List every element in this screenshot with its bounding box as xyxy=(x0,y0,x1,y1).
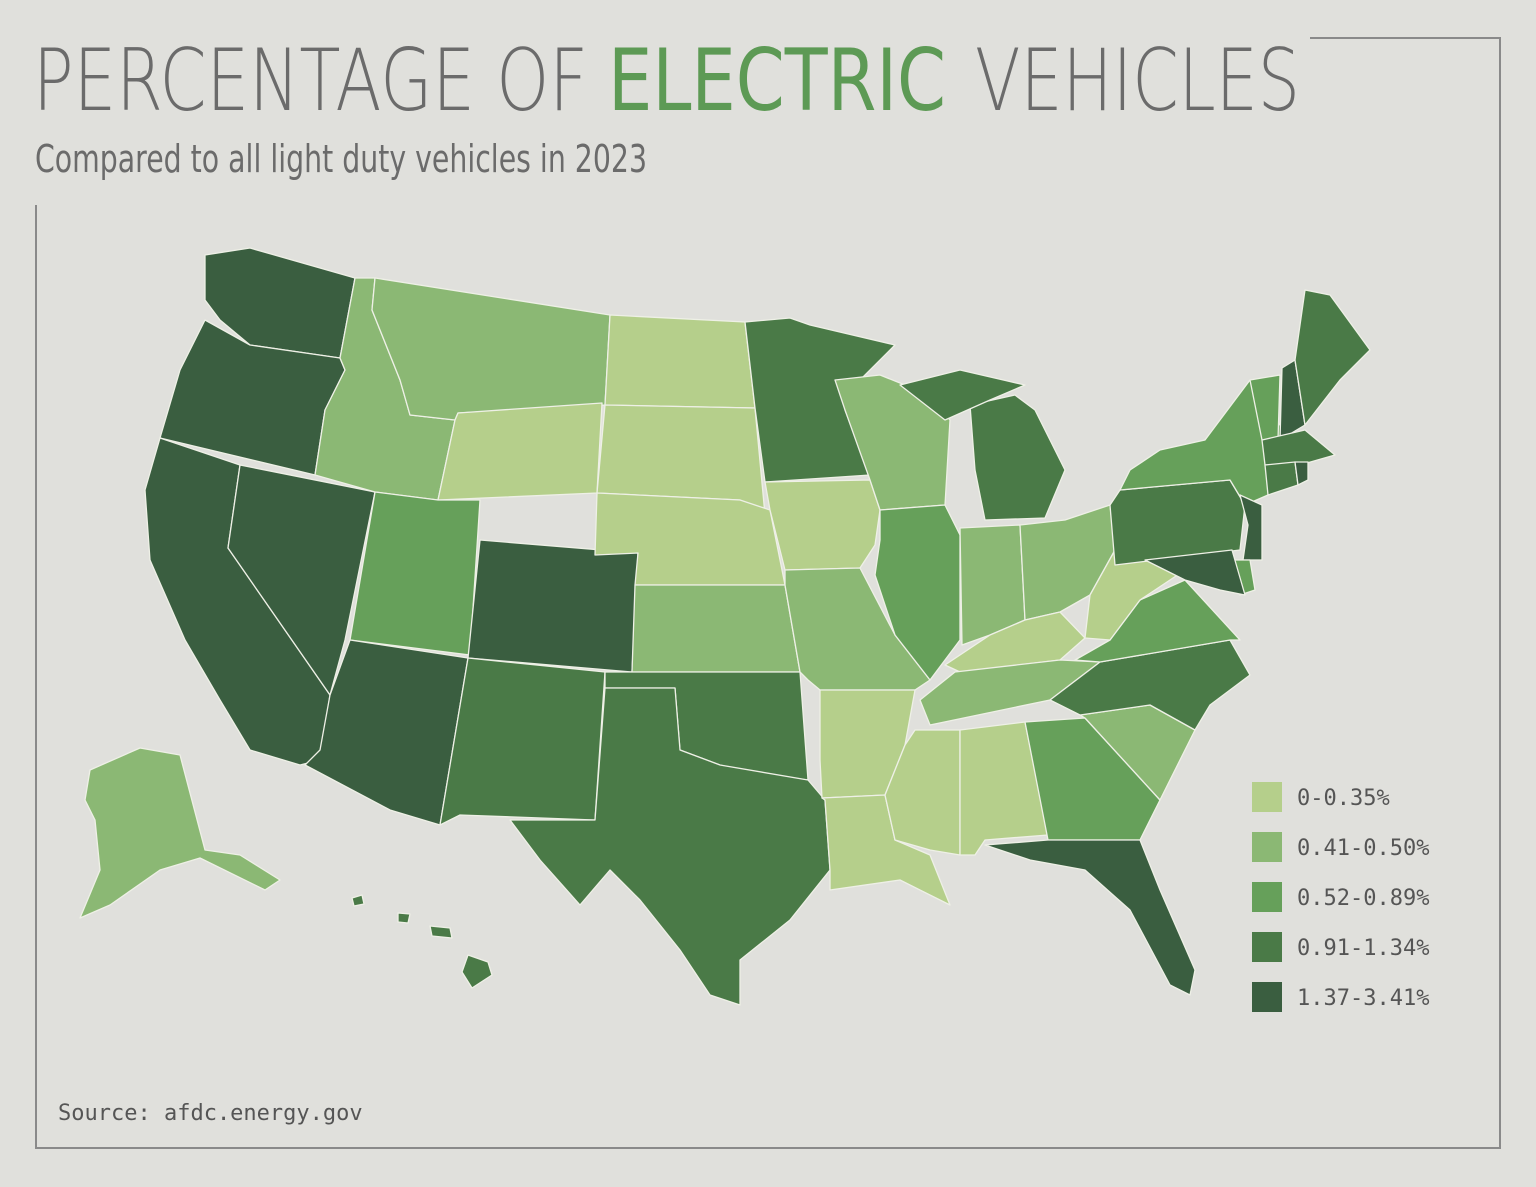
legend: 0-0.35% 0.41-0.50% 0.52-0.89% 0.91-1.34% 1.3… xyxy=(1252,782,1429,1012)
state xyxy=(764,479,881,571)
state xyxy=(439,657,606,826)
state xyxy=(429,925,453,939)
state xyxy=(467,539,639,673)
legend-swatch xyxy=(1252,782,1282,812)
state xyxy=(631,584,801,673)
state xyxy=(79,747,281,919)
state xyxy=(351,894,365,907)
title-highlight: ELECTRIC xyxy=(608,31,946,131)
title: PERCENTAGE OF xyxy=(33,31,588,131)
source: Source: afdc.energy.gov xyxy=(58,1101,363,1126)
state xyxy=(969,394,1066,521)
state xyxy=(899,369,1026,421)
subtitle: Compared to all light duty vehicles in 2… xyxy=(35,137,647,181)
state xyxy=(227,464,376,696)
state xyxy=(1144,549,1246,596)
state xyxy=(1261,429,1336,466)
frame xyxy=(35,37,1501,1149)
legend-label: 0.41-0.50% xyxy=(1297,836,1429,861)
legend-swatch xyxy=(1252,882,1282,912)
state xyxy=(1294,289,1371,426)
state xyxy=(461,954,493,989)
legend-swatch xyxy=(1252,932,1282,962)
state xyxy=(984,839,1196,996)
state xyxy=(397,912,411,924)
state xyxy=(437,402,603,501)
legend-label: 1.37-3.41% xyxy=(1297,986,1429,1011)
state xyxy=(874,504,961,681)
map xyxy=(79,247,1371,1006)
legend-label: 0-0.35% xyxy=(1297,786,1390,811)
state xyxy=(884,729,961,856)
legend-label: 0.91-1.34% xyxy=(1297,936,1429,961)
state xyxy=(1239,494,1263,561)
legend-swatch xyxy=(1252,982,1282,1012)
state xyxy=(349,491,481,656)
title: VEHICLES xyxy=(975,31,1300,131)
state xyxy=(1024,717,1161,841)
state xyxy=(604,314,756,409)
state xyxy=(509,687,831,1006)
state xyxy=(1294,461,1309,486)
legend-label: 0.52-0.89% xyxy=(1297,886,1429,911)
legend-swatch xyxy=(1252,832,1282,862)
